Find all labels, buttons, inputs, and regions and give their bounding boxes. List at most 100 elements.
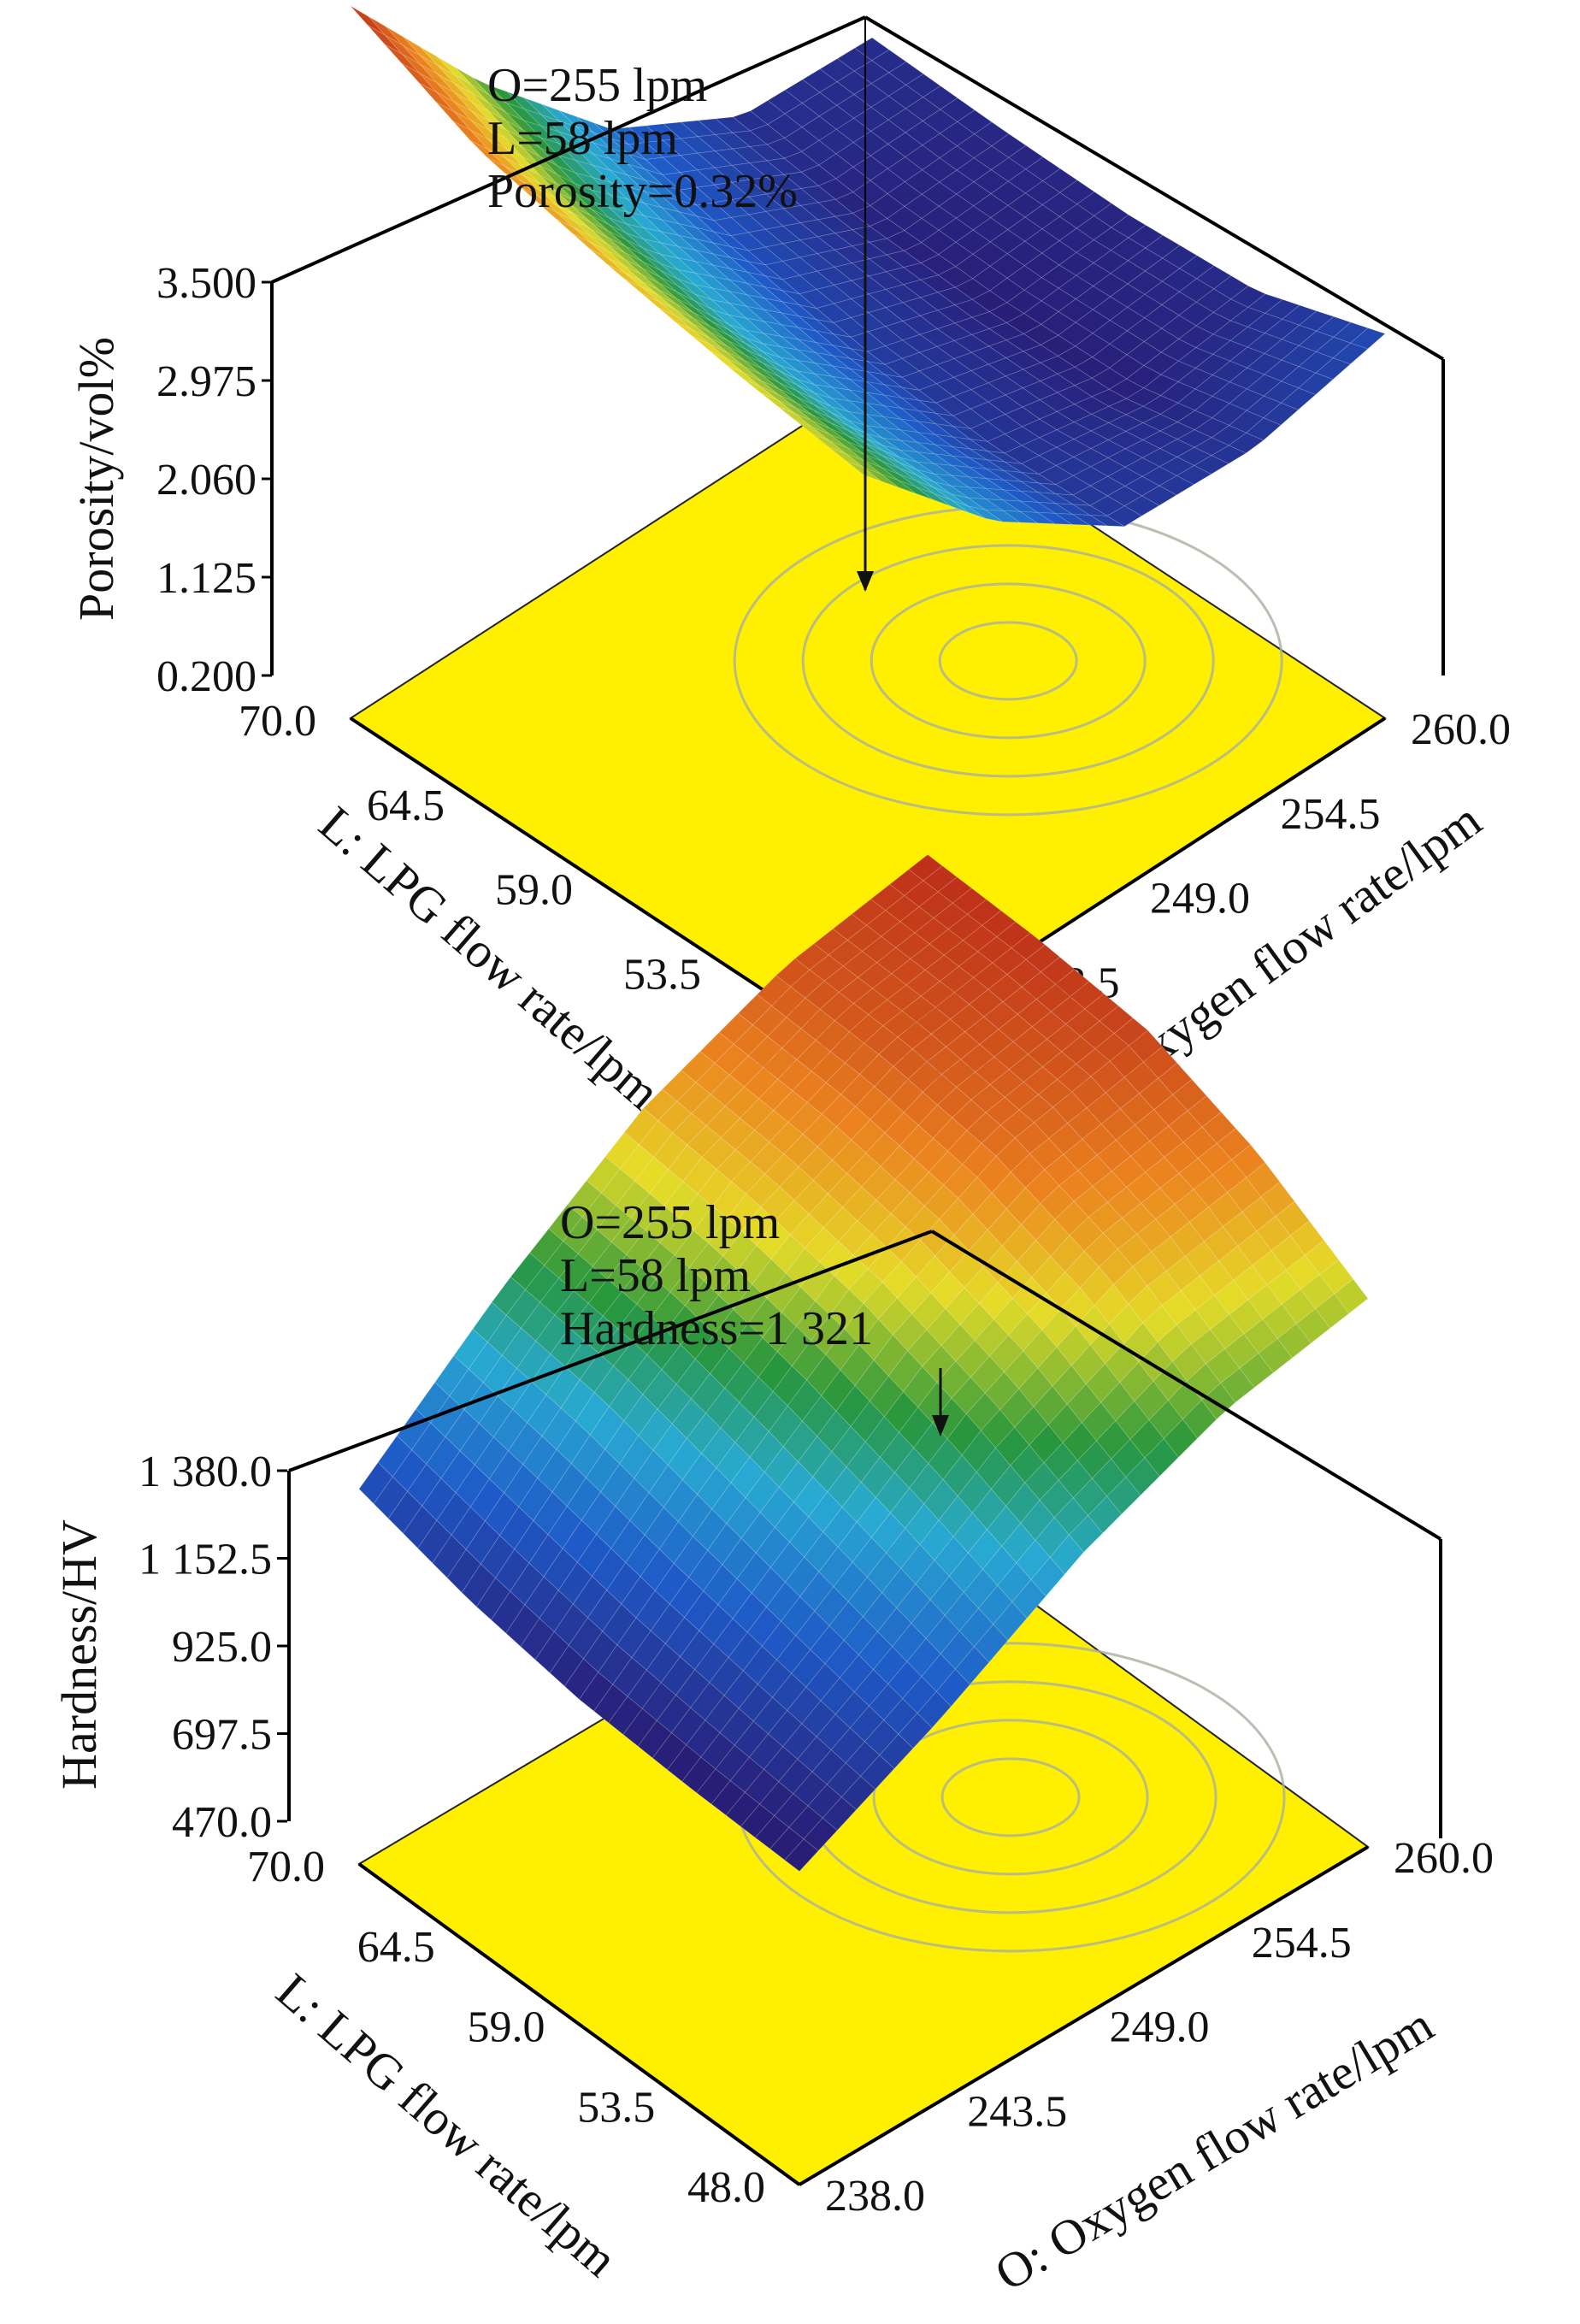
porosity-surface-cell	[1211, 445, 1247, 464]
hardness-x-axis-line	[357, 1862, 801, 2186]
porosity-surface-cell	[898, 480, 934, 500]
porosity-surface-cell	[846, 460, 881, 481]
porosity-surface-cell	[1158, 475, 1195, 496]
hardness-surface-cell	[1011, 1578, 1046, 1619]
hardness-surface-cell	[1087, 1495, 1123, 1534]
porosity-surface-cell	[1228, 432, 1265, 454]
hardness-surface-cell	[1200, 1383, 1236, 1420]
porosity-surface-cell	[950, 499, 986, 519]
porosity-surface-cell	[1280, 387, 1317, 410]
porosity-z-tick-label: 2.975	[156, 357, 256, 406]
porosity-annotation-line-1: O=255 lpm	[487, 59, 707, 112]
hardness-y-tick-label: 254.5	[1252, 1919, 1352, 1967]
porosity-surface-cell	[1106, 505, 1143, 528]
porosity-annotation-line-2: L=58 lpm	[487, 112, 678, 165]
porosity-surface-cell	[933, 493, 969, 513]
porosity-surface-cell	[984, 509, 1022, 523]
hardness-z-tick-label: 925.0	[172, 1623, 272, 1672]
porosity-surface-cell	[1141, 485, 1177, 506]
porosity-surface-cell	[1297, 372, 1334, 396]
hardness-contour-line	[872, 1719, 1149, 1876]
porosity-back-top-left	[271, 15, 866, 284]
hardness-surface-cell	[1314, 1293, 1350, 1329]
porosity-surface-cell	[968, 505, 1003, 522]
porosity-surface-cell	[1070, 513, 1109, 527]
porosity-surface-cell	[1245, 417, 1282, 441]
hardness-annotation-arrowhead	[932, 1415, 949, 1436]
hardness-y-tick-label: 243.5	[967, 2087, 1067, 2136]
porosity-surface-cell	[1263, 402, 1300, 426]
porosity-surface-cell	[1001, 510, 1039, 524]
hardness-surface-cell	[1239, 1353, 1274, 1389]
hardness-y-tick-label: 249.0	[1110, 2003, 1210, 2052]
hardness-surface-cell	[1295, 1308, 1331, 1344]
porosity-surface-cell	[1176, 465, 1212, 486]
hardness-surface	[357, 853, 1370, 2186]
hardness-surface-cell	[898, 1713, 933, 1749]
hardness-x-tick-label: 59.0	[468, 2003, 545, 2052]
porosity-annotation-arrowhead	[857, 571, 874, 592]
porosity-annotation: O=255 lpm L=58 lpm Porosity=0.32%	[487, 59, 874, 592]
hardness-x-tick-label: 64.5	[357, 1923, 435, 1972]
hardness-x-tick-label: 48.0	[687, 2163, 765, 2212]
hardness-y-tick-label: 238.0	[825, 2172, 925, 2221]
porosity-surface-cell	[1315, 357, 1352, 380]
porosity-surface-cell	[1036, 511, 1074, 525]
porosity-surface-cell	[1053, 512, 1091, 526]
hardness-surface-cell	[1144, 1437, 1179, 1478]
hardness-x-tick-label: 70.0	[247, 1843, 325, 1891]
porosity-y-tick-label: 260.0	[1411, 705, 1511, 754]
porosity-surface-cell	[916, 487, 951, 507]
hardness-surface-cell	[859, 1755, 895, 1790]
hardness-z-tick-label: 697.5	[172, 1711, 272, 1760]
hardness-back-top-left	[288, 1230, 933, 1472]
porosity-z-tick-label: 0.200	[156, 652, 256, 701]
hardness-y-tick-label: 260.0	[1394, 1834, 1494, 1883]
porosity-surface-cell	[881, 474, 917, 494]
hardness-surface-cell	[1068, 1514, 1104, 1553]
porosity-y-tick-label: 254.5	[1281, 790, 1381, 839]
hardness-surface-cell	[1182, 1399, 1217, 1439]
porosity-surface-cell	[1123, 495, 1160, 516]
porosity-surface-cell	[1332, 342, 1369, 365]
porosity-back-top-right	[864, 15, 1445, 361]
hardness-surface-cell	[1030, 1556, 1065, 1597]
hardness-surface-cell	[784, 1838, 819, 1873]
hardness-x-tick-label: 53.5	[577, 2083, 655, 2132]
porosity-x-tick-label: 59.0	[495, 866, 573, 915]
porosity-annotation-line-3: Porosity=0.32%	[487, 165, 798, 218]
porosity-z-axis-label: Porosity/vol%	[68, 337, 124, 621]
porosity-x-tick-label: 53.5	[623, 950, 701, 999]
porosity-contour-line	[801, 544, 1215, 778]
hardness-annotation-line-1: O=255 lpm	[560, 1196, 780, 1249]
hardness-annotation-line-2: L=58 lpm	[560, 1249, 751, 1302]
porosity-surface-cell	[1349, 327, 1386, 350]
hardness-surface-cell	[803, 1817, 838, 1852]
porosity-surface-cell	[864, 467, 899, 488]
porosity-contour-line	[870, 582, 1147, 740]
porosity-surface-cell	[350, 5, 386, 36]
porosity-contour-line	[938, 621, 1078, 701]
porosity-x-tick-label: 64.5	[367, 782, 445, 830]
hardness-chart: 1 380.0 1 152.5 925.0 697.5 470.070.0 64.5 59.…	[51, 853, 1494, 2302]
hardness-z-axis-label: Hardness/HV	[51, 1519, 107, 1790]
hardness-back-top-right	[930, 1230, 1442, 1541]
hardness-surface-cell	[1125, 1457, 1160, 1496]
porosity-z-tick-label: 3.500	[156, 259, 256, 308]
porosity-surface-cell	[1018, 510, 1057, 525]
porosity-z-tick-label: 1.125	[156, 554, 256, 603]
hardness-contour-line	[940, 1757, 1081, 1837]
hardness-surface-cell	[973, 1624, 1009, 1663]
hardness-z-tick-label: 1 152.5	[139, 1536, 272, 1584]
porosity-x-tick-label: 70.0	[239, 697, 316, 746]
hardness-y-axis-line	[798, 1845, 1370, 2186]
porosity-surface-cell	[1088, 514, 1126, 528]
hardness-annotation: O=255 lpm L=58 lpm Hardness=1 321	[560, 1196, 949, 1436]
hardness-surface-cell	[954, 1646, 990, 1685]
hardness-ticks: 1 380.0 1 152.5 925.0 697.5 470.070.0 64.5 59.…	[139, 1448, 1494, 2221]
porosity-y-tick-label: 249.0	[1150, 875, 1250, 923]
hardness-z-tick-label: 1 380.0	[139, 1448, 272, 1496]
